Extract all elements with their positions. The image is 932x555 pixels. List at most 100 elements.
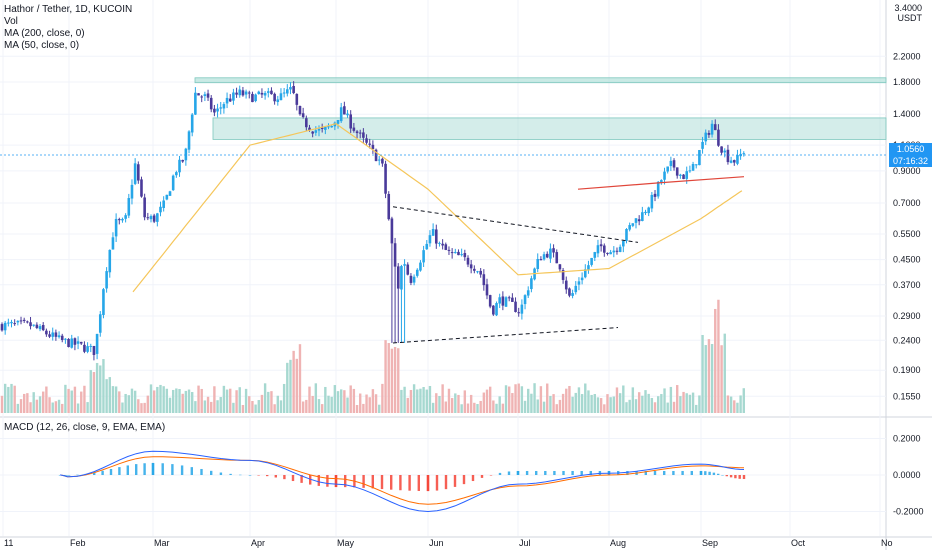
macd-histogram-bar xyxy=(507,471,511,475)
volume-bar xyxy=(390,348,394,413)
macd-histogram-bar xyxy=(300,475,303,483)
volume-bar xyxy=(498,396,501,413)
candle-body xyxy=(92,345,96,355)
volume-bar xyxy=(523,400,527,413)
macd-histogram-bar xyxy=(291,475,295,482)
ma200-line xyxy=(577,176,745,190)
time-axis-label: Sep xyxy=(702,538,718,548)
macd-histogram-bar xyxy=(309,475,312,485)
macd-histogram-bar xyxy=(257,475,260,476)
time-axis-label: Oct xyxy=(791,538,806,548)
macd-histogram-bar xyxy=(742,475,746,480)
volume-bar xyxy=(225,389,229,413)
candle-body xyxy=(257,91,261,95)
macd-histogram-bar xyxy=(326,475,329,487)
candle-body xyxy=(35,324,39,328)
macd-indicator-label[interactable]: MACD (12, 26, close, 9, EMA, EMA) xyxy=(4,422,166,433)
volume-bar xyxy=(425,389,428,413)
candle-body xyxy=(254,94,257,102)
candle-body xyxy=(406,264,410,275)
volume-bar xyxy=(447,388,451,413)
candle-body xyxy=(339,107,343,122)
volume-bar xyxy=(698,395,701,413)
candle-body xyxy=(552,248,555,253)
volume-bar xyxy=(374,394,378,413)
candle-body xyxy=(507,297,511,299)
price-axis-tick-label: 0.2400 xyxy=(893,335,921,345)
volume-bar xyxy=(685,393,688,413)
candle-body xyxy=(209,97,213,110)
macd-histogram-bar xyxy=(109,468,113,475)
volume-bar xyxy=(105,379,108,413)
candle-body xyxy=(653,193,657,197)
volume-bar xyxy=(333,385,337,413)
candle-body xyxy=(381,158,384,164)
volume-bar xyxy=(26,393,29,413)
currency-label: USDT xyxy=(897,13,923,23)
volume-bar xyxy=(38,396,42,413)
volume-bar xyxy=(460,404,463,413)
candle-body xyxy=(301,113,305,118)
volume-bar xyxy=(241,404,245,413)
volume-bar xyxy=(229,388,232,413)
volume-bar xyxy=(606,394,609,413)
volume-bar xyxy=(466,403,470,413)
macd-histogram-bar xyxy=(435,475,439,491)
volume-bar xyxy=(156,386,159,413)
volume-bar xyxy=(152,390,156,413)
candle-body xyxy=(628,225,631,230)
chart-legend: Hathor / Tether, 1D, KUCOIN Vol MA (200,… xyxy=(4,4,132,52)
volume-bar xyxy=(431,402,435,413)
candle-body xyxy=(156,213,159,222)
candle-body xyxy=(114,218,118,237)
volume-bar xyxy=(102,359,105,413)
macd-histogram-bar xyxy=(126,465,129,475)
volume-bar xyxy=(428,385,432,413)
ma200-indicator-label[interactable]: MA (200, close, 0) xyxy=(4,28,85,39)
volume-bar xyxy=(412,384,416,413)
volume-bar xyxy=(251,400,254,413)
candle-body xyxy=(587,265,590,270)
candle-body xyxy=(295,93,299,105)
candle-body xyxy=(305,118,308,128)
volume-bar xyxy=(650,397,654,413)
candle-body xyxy=(625,229,628,241)
volume-bar xyxy=(137,399,140,413)
volume-indicator-label[interactable]: Vol xyxy=(4,16,18,27)
candle-body xyxy=(647,207,650,214)
candle-body xyxy=(3,322,7,331)
volume-bar xyxy=(666,402,669,413)
volume-bar xyxy=(435,393,438,413)
candle-body xyxy=(152,215,156,222)
candle-body xyxy=(615,250,619,252)
symbol-title[interactable]: Hathor / Tether, 1D, KUCOIN xyxy=(4,4,133,15)
volume-bar xyxy=(16,403,20,413)
volume-bar xyxy=(171,389,175,413)
volume-bar xyxy=(653,402,657,413)
ma50-indicator-label[interactable]: MA (50, close, 0) xyxy=(4,40,80,51)
volume-bar xyxy=(22,393,26,413)
volume-bar xyxy=(7,386,10,413)
macd-histogram-bar xyxy=(721,475,724,476)
volume-bar xyxy=(634,399,638,413)
macd-histogram-bar xyxy=(239,474,242,476)
candle-body xyxy=(244,91,248,95)
volume-bar xyxy=(197,385,200,413)
candle-body xyxy=(73,338,77,345)
candle-body xyxy=(10,321,13,324)
candle-body xyxy=(320,127,324,130)
volume-bar xyxy=(206,396,210,413)
volume-bar xyxy=(723,333,726,413)
candle-body xyxy=(48,334,51,337)
volume-bar xyxy=(590,394,593,413)
candle-body xyxy=(203,94,207,97)
candle-body xyxy=(22,319,26,322)
candle-body xyxy=(26,321,29,323)
macd-histogram-bar xyxy=(76,474,79,476)
candle-body xyxy=(70,338,74,348)
volume-bar xyxy=(580,394,584,413)
time-axis-label: 11 xyxy=(4,538,13,548)
candle-body xyxy=(352,127,356,131)
